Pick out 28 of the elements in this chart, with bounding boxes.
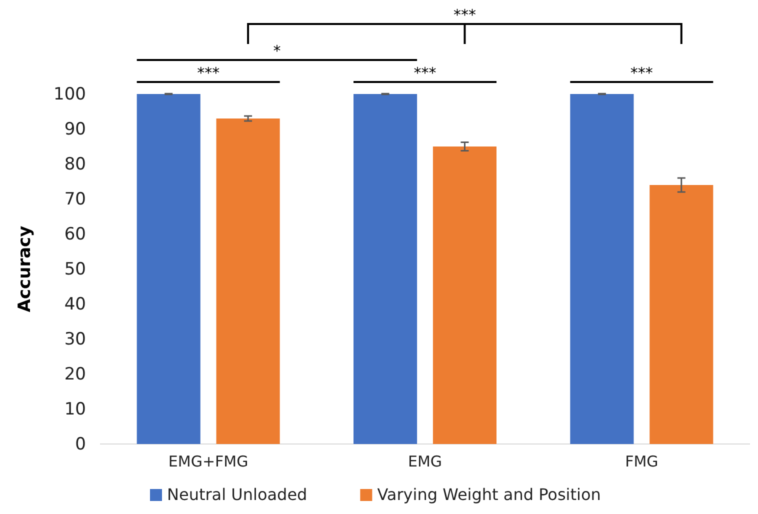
- y-tick-label: 10: [64, 399, 86, 420]
- y-axis-title: Accuracy: [15, 226, 35, 312]
- legend-label: Varying Weight and Position: [377, 485, 601, 504]
- y-tick-label: 50: [64, 259, 86, 280]
- bar: [432, 146, 496, 444]
- y-tick-label: 0: [75, 434, 86, 454]
- text: ***: [414, 64, 437, 82]
- y-tick-label: 60: [64, 224, 86, 244]
- x-tick-label: EMG+FMG: [168, 452, 248, 471]
- text: *: [273, 42, 282, 60]
- text: ***: [453, 6, 476, 24]
- y-tick-label: 20: [64, 364, 86, 384]
- text: ***: [630, 64, 654, 82]
- legend-label: Neutral Unloaded: [167, 485, 308, 504]
- text: ***: [197, 64, 220, 82]
- x-tick-label: FMG: [625, 452, 658, 471]
- x-tick-label: EMG: [408, 452, 442, 471]
- y-tick-label: 100: [54, 84, 86, 104]
- y-tick-label: 90: [64, 119, 86, 140]
- bar: [216, 118, 280, 444]
- bar: [136, 94, 200, 444]
- bar: [570, 94, 634, 444]
- y-tick-label: 40: [64, 294, 86, 314]
- bar: [354, 94, 418, 444]
- y-tick-label: 70: [64, 189, 86, 210]
- y-tick-label: 30: [64, 329, 86, 350]
- bar: [650, 185, 714, 444]
- y-tick-label: 80: [64, 154, 86, 174]
